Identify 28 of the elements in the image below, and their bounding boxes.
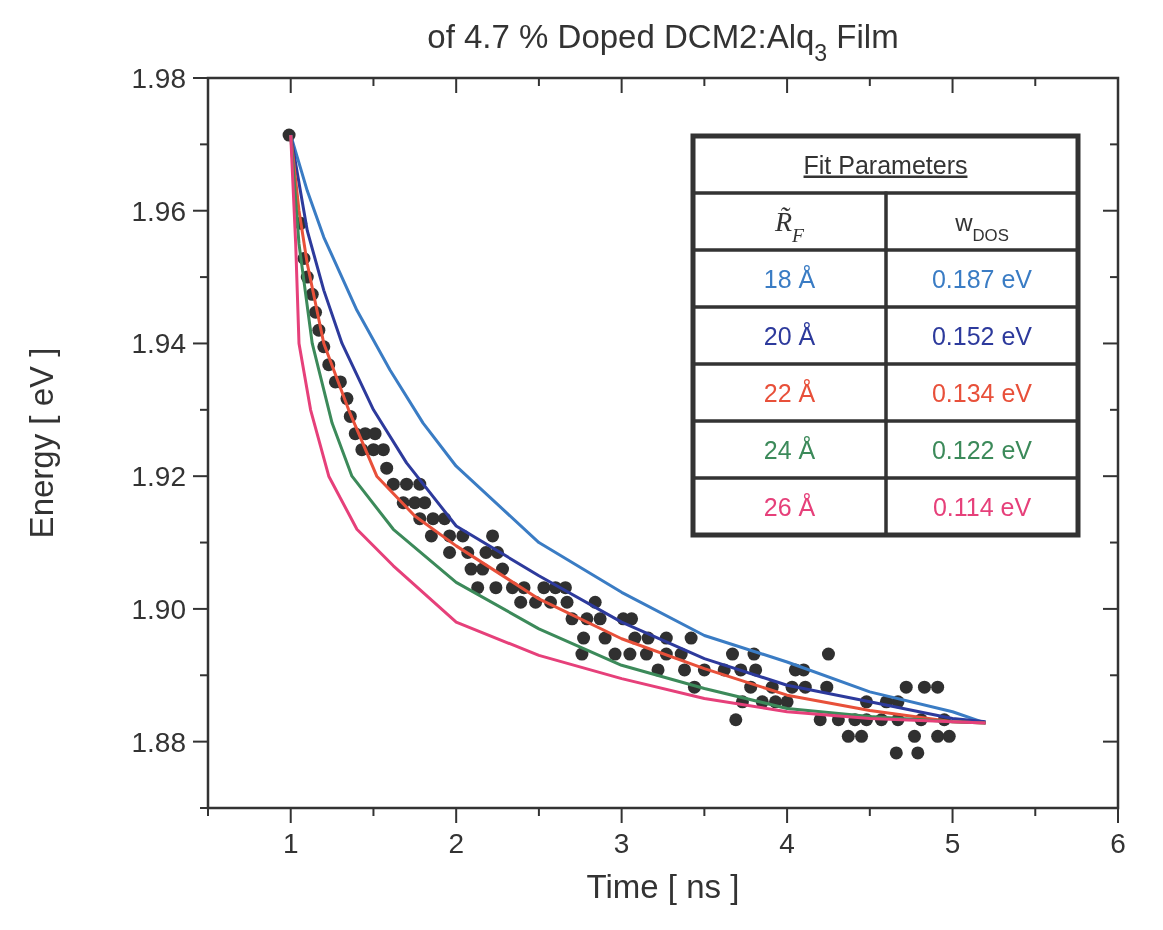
y-tick-label: 1.88: [131, 726, 186, 758]
text: 22 Å: [763, 377, 816, 407]
y-tick-label: 1.96: [131, 195, 186, 227]
chart-title: of 4.7 % Doped DCM2:Alq$_{3}$ Film: [427, 18, 899, 66]
text: 20 Å: [763, 320, 816, 350]
annotation: 0.114 eV: [932, 492, 1032, 521]
x-tick-label: 3: [613, 828, 630, 859]
text: 1.90: [131, 593, 186, 625]
y-tick-label: 1.94: [131, 328, 186, 360]
legend-title: Fit Parameters: [803, 150, 968, 179]
y-axis-title: Energy [ eV ]: [23, 347, 60, 539]
text: 26 Å: [763, 491, 816, 521]
annotation: w$_{DOS}$: [954, 208, 1009, 244]
x-tick-label: 1: [282, 828, 299, 859]
y-tick-label: 1.98: [131, 63, 186, 94]
x-tick-label: 6: [1110, 828, 1126, 859]
annotation: 0.187 eV: [931, 264, 1033, 293]
x-axis-title: Time [ ns ]: [586, 868, 740, 905]
annotation: 0.152 eV: [931, 321, 1033, 350]
x-tick-label: 2: [448, 828, 464, 859]
text: 24 Å: [763, 434, 816, 464]
y-tick-label: 1.92: [131, 461, 186, 493]
text: 18 Å: [763, 263, 816, 293]
x-tick-label: 4: [779, 828, 795, 859]
x-tick-label: 5: [944, 828, 961, 859]
annotation: 0.122 eV: [931, 435, 1033, 464]
annotation: R̃$_{F}$: [773, 205, 806, 245]
annotation: 0.134 eV: [931, 378, 1033, 407]
